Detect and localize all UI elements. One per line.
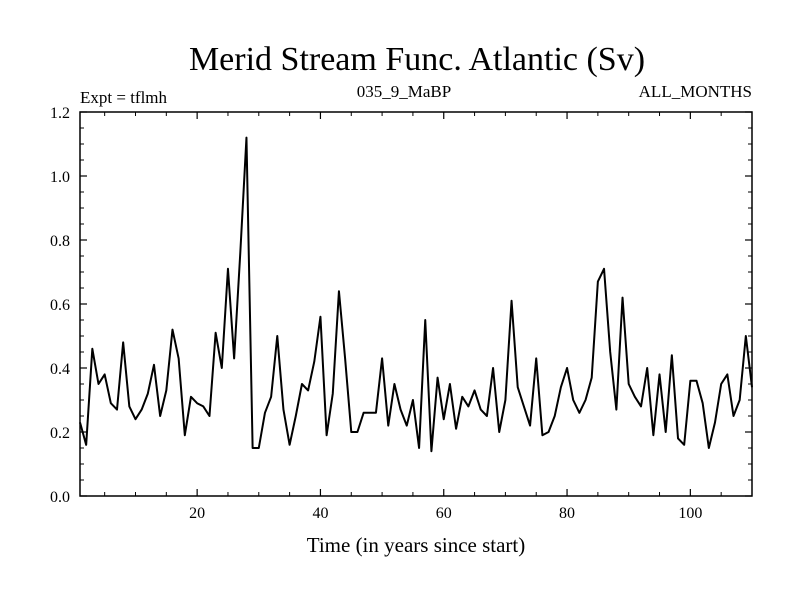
x-tick-label: 60 xyxy=(436,505,452,522)
y-tick-label: 0.8 xyxy=(50,233,70,250)
experiment-label: Expt = tflmh xyxy=(80,88,168,107)
x-axis: 20 40 60 80 100 xyxy=(104,112,753,522)
y-tick-label: 0.6 xyxy=(50,297,70,314)
y-tick-label: 0.0 xyxy=(50,489,70,506)
x-axis-label: Time (in years since start) xyxy=(307,533,526,557)
chart-title: Merid Stream Func. Atlantic (Sv) xyxy=(189,41,645,78)
plot-frame xyxy=(79,111,753,497)
y-tick-label: 0.2 xyxy=(50,425,70,442)
period-label: 035_9_MaBP xyxy=(357,82,451,101)
y-axis: 0.0 0.2 0.4 0.6 0.8 1.0 1.2 xyxy=(50,105,752,506)
y-tick-label: 1.0 xyxy=(50,169,70,186)
series-line xyxy=(79,136,753,453)
months-label: ALL_MONTHS xyxy=(639,82,752,101)
x-tick-label: 40 xyxy=(312,505,328,522)
x-tick-label: 20 xyxy=(189,505,205,522)
y-tick-label: 0.4 xyxy=(50,361,70,378)
y-tick-label: 1.2 xyxy=(50,105,70,122)
x-tick-label: 100 xyxy=(678,505,702,522)
x-tick-label: 80 xyxy=(559,505,575,522)
